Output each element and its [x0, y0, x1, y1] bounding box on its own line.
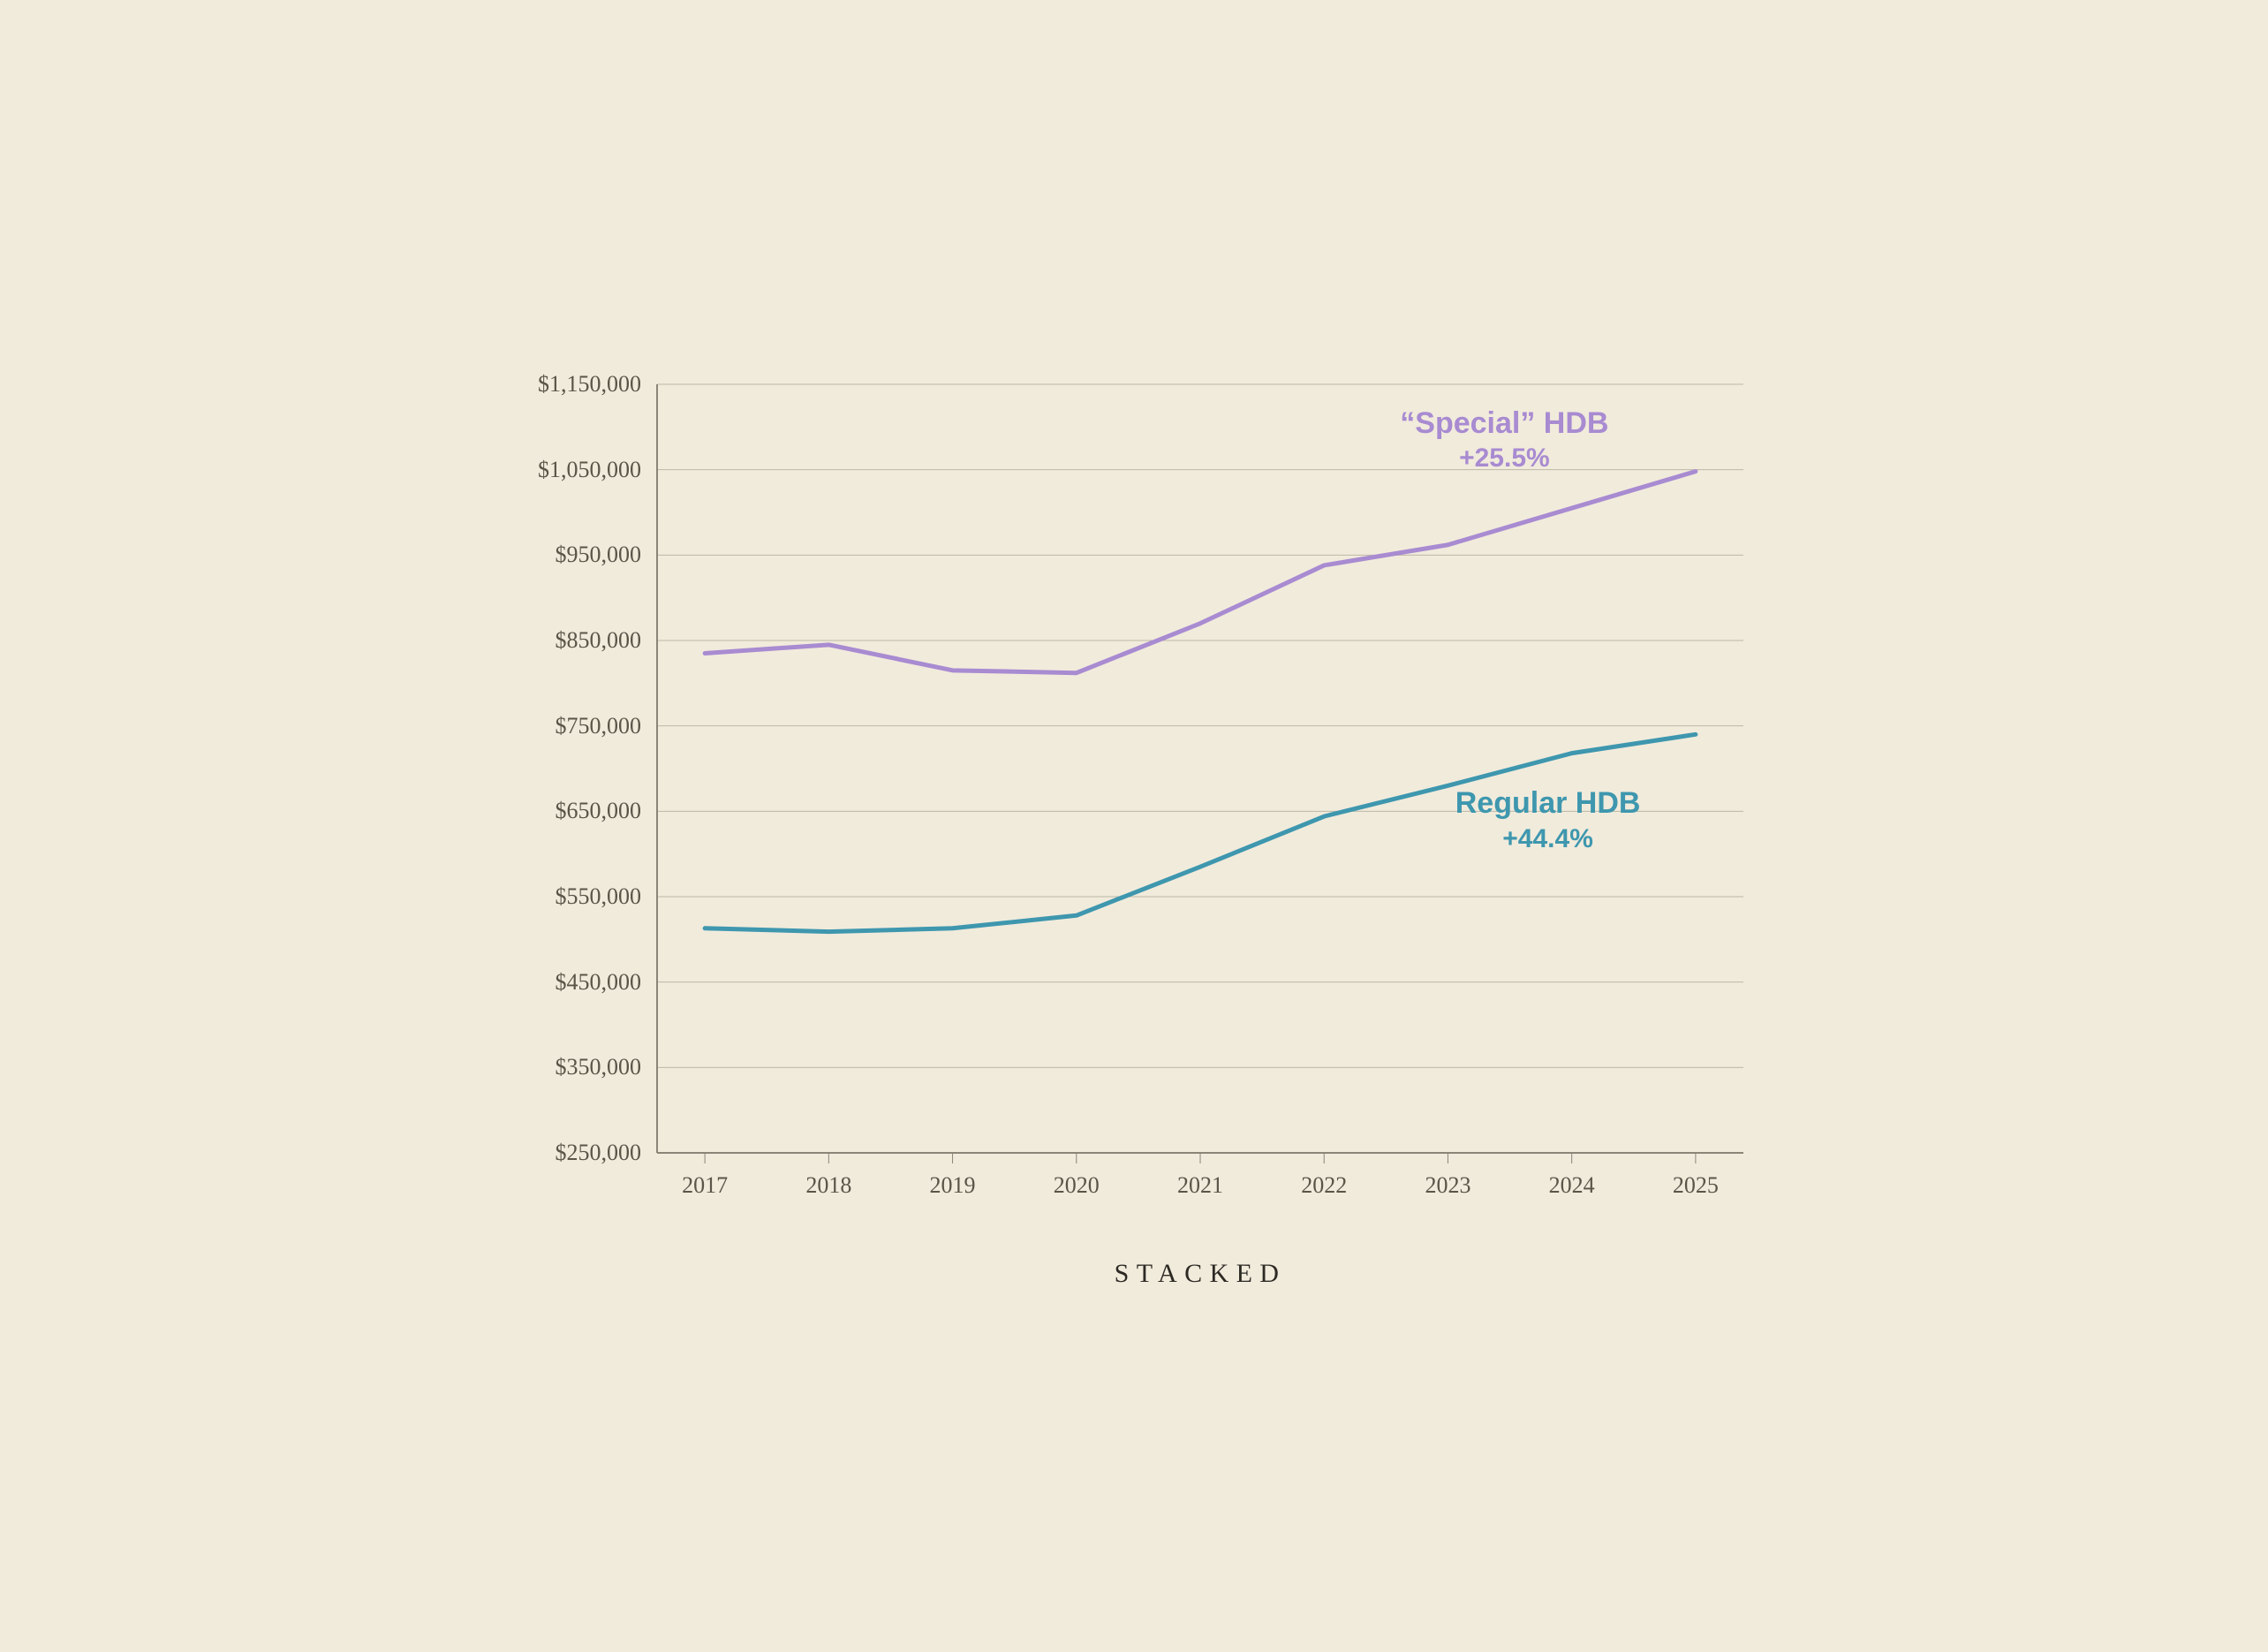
series-label-special: “Special” HDB+25.5%: [1400, 405, 1608, 475]
y-axis-tick-label: $650,000: [556, 798, 642, 824]
x-axis-tick-label: 2023: [1425, 1172, 1470, 1199]
series-label-regular: Regular HDB+44.4%: [1455, 784, 1641, 855]
x-axis-tick-label: 2017: [682, 1172, 728, 1199]
x-axis-tick-label: 2020: [1054, 1172, 1100, 1199]
series-label-text: Regular HDB: [1455, 786, 1641, 820]
x-axis-tick-label: 2018: [805, 1172, 851, 1199]
x-axis-tick-label: 2021: [1177, 1172, 1223, 1199]
x-axis-tick-label: 2019: [930, 1172, 976, 1199]
y-axis-tick-label: $750,000: [556, 713, 642, 739]
series-label-pct: +25.5%: [1400, 442, 1608, 475]
line-chart: STACKED $250,000 $350,000 $450,000 $550,000…: [472, 331, 1796, 1321]
y-axis-tick-label: $1,050,000: [538, 457, 641, 483]
x-axis-tick-label: 2025: [1673, 1172, 1719, 1199]
y-axis-tick-label: $1,150,000: [538, 371, 641, 398]
y-axis-tick-label: $850,000: [556, 627, 642, 654]
brand-wordmark: STACKED: [1115, 1259, 1287, 1289]
series-label-pct: +44.4%: [1455, 822, 1641, 856]
x-axis-tick-label: 2024: [1549, 1172, 1595, 1199]
x-axis-tick-label: 2022: [1301, 1172, 1347, 1199]
y-axis-tick-label: $950,000: [556, 542, 642, 568]
y-axis-tick-label: $250,000: [556, 1140, 642, 1166]
y-axis-tick-label: $350,000: [556, 1054, 642, 1080]
y-axis-tick-label: $550,000: [556, 883, 642, 910]
y-axis-tick-label: $450,000: [556, 969, 642, 996]
series-label-text: “Special” HDB: [1400, 406, 1608, 440]
series-line-special: [705, 472, 1696, 673]
